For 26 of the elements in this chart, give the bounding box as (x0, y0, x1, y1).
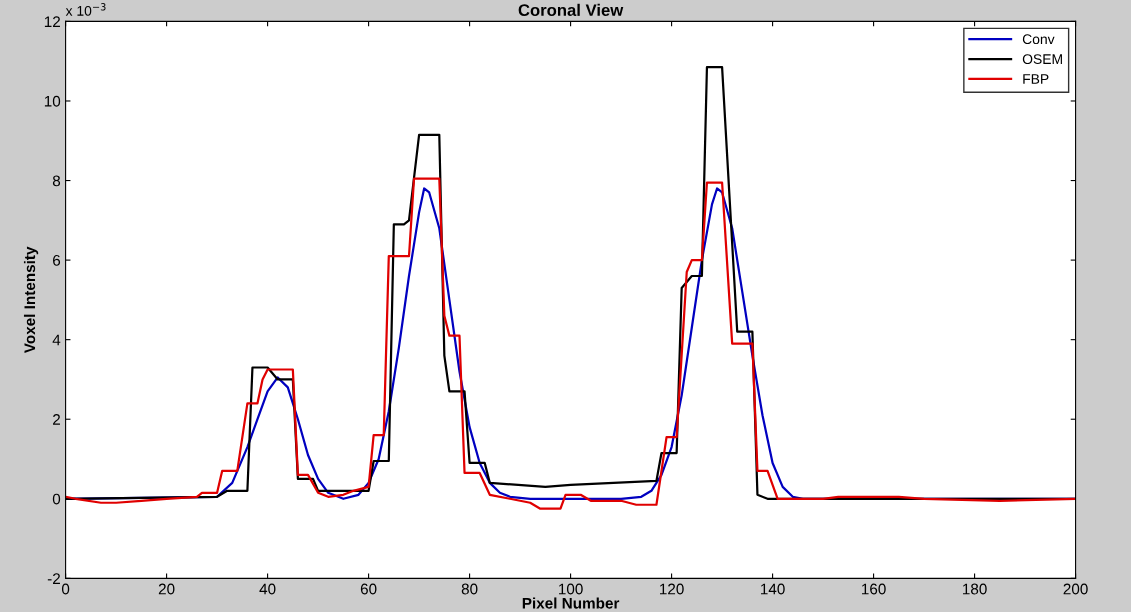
y-tick-label: 2 (53, 414, 60, 425)
chart-title: Coronal View (518, 3, 624, 17)
legend-label: Conv (1022, 34, 1055, 45)
x-tick-label: 80 (461, 583, 478, 595)
x-axis-title: Pixel Number (522, 597, 620, 609)
legend-label: OSEM (1022, 54, 1062, 65)
x-tick-label: 20 (158, 583, 175, 595)
y-tick-label: 8 (52, 175, 61, 187)
text: x 10$^{−3}$ (65, 3, 106, 16)
y-tick-label: 6 (53, 254, 61, 266)
x-tick-label: 200 (1063, 583, 1088, 595)
y-tick-label: 12 (44, 16, 60, 27)
x-tick-label: 0 (61, 583, 70, 595)
x-tick-label: 140 (761, 583, 785, 595)
x-tick-label: 60 (360, 583, 377, 595)
legend-label: FBP (1023, 74, 1049, 84)
y-axis-title: Voxel Intensity (23, 246, 39, 354)
y-tick-label: 4 (52, 334, 61, 346)
x-tick-label: 180 (963, 583, 987, 595)
x-tick-label: 160 (862, 583, 886, 595)
x-tick-label: 120 (660, 583, 684, 595)
x-tick-label: 100 (559, 583, 583, 595)
y-tick-label: -2 (47, 573, 60, 584)
y-tick-label: 0 (52, 493, 61, 505)
x-tick-label: 40 (259, 583, 276, 595)
y-tick-label: 10 (44, 95, 61, 107)
